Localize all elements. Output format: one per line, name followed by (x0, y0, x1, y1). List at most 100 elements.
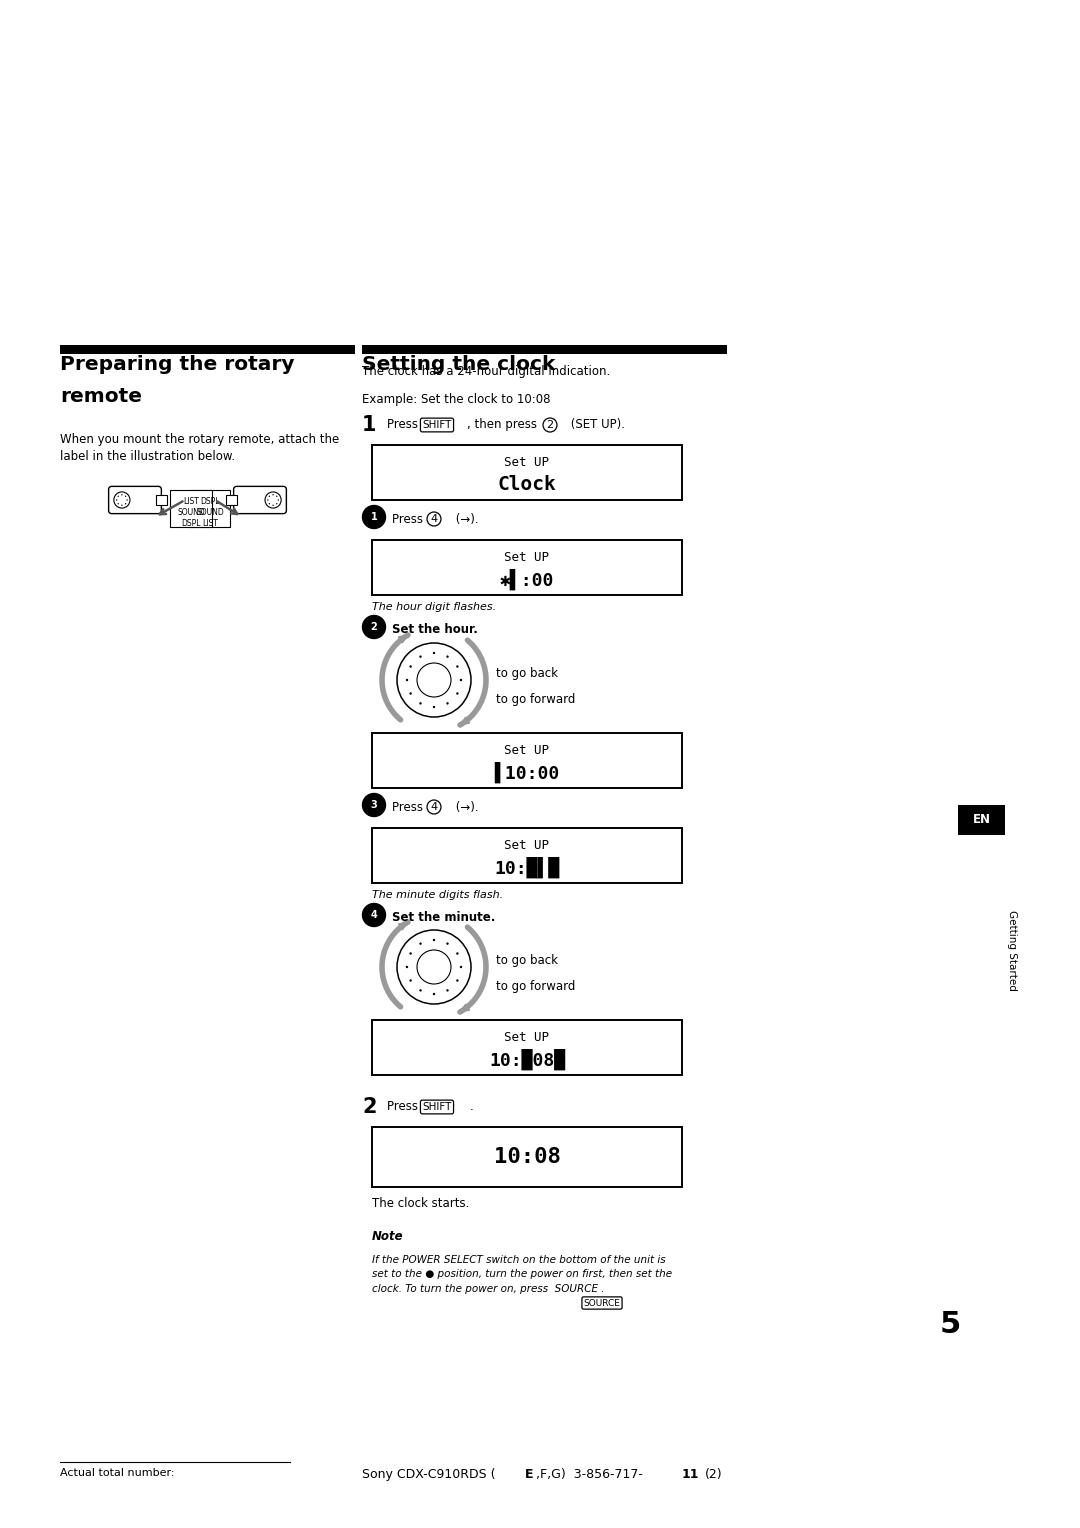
Text: to go forward: to go forward (496, 979, 576, 993)
FancyBboxPatch shape (109, 486, 161, 513)
Text: 2: 2 (370, 622, 377, 633)
Text: SOUND: SOUND (177, 507, 205, 516)
Text: LIST: LIST (202, 520, 218, 529)
Text: 1: 1 (362, 416, 377, 435)
Text: DSPL: DSPL (200, 497, 219, 506)
Bar (157, 495, 166, 506)
Text: 3: 3 (370, 801, 377, 810)
Text: The clock has a 24-hour digital indication.: The clock has a 24-hour digital indicati… (362, 365, 610, 377)
Text: LIST: LIST (184, 497, 199, 506)
Text: 4: 4 (431, 802, 437, 811)
Circle shape (419, 656, 421, 659)
Text: SHIFT: SHIFT (422, 1102, 451, 1112)
Circle shape (456, 979, 459, 981)
Circle shape (363, 903, 386, 926)
Text: Sony CDX-C910RDS (: Sony CDX-C910RDS ( (362, 1468, 496, 1481)
Text: Set UP: Set UP (504, 552, 550, 564)
Text: Press: Press (387, 1100, 422, 1112)
Text: 11: 11 (681, 1468, 700, 1481)
Circle shape (409, 952, 411, 955)
Text: The hour digit flashes.: The hour digit flashes. (372, 602, 496, 613)
Text: Set UP: Set UP (504, 1031, 550, 1044)
Circle shape (433, 652, 435, 654)
FancyBboxPatch shape (372, 1021, 681, 1076)
Text: SOUND: SOUND (197, 507, 224, 516)
Text: 4: 4 (370, 911, 377, 920)
Text: DSPL: DSPL (181, 520, 201, 529)
Bar (227, 495, 237, 506)
Circle shape (433, 938, 435, 941)
Circle shape (363, 793, 386, 816)
Text: SOURCE: SOURCE (583, 1299, 620, 1308)
Circle shape (409, 665, 411, 668)
Circle shape (363, 616, 386, 639)
Text: Getting Started: Getting Started (1007, 909, 1017, 990)
Text: When you mount the rotary remote, attach the: When you mount the rotary remote, attach… (60, 432, 339, 446)
Text: Set the minute.: Set the minute. (392, 911, 496, 924)
Circle shape (460, 678, 462, 681)
Text: EN: EN (972, 813, 990, 827)
Text: ▌10:00: ▌10:00 (495, 762, 559, 784)
FancyBboxPatch shape (372, 445, 681, 500)
Text: 2: 2 (362, 1097, 377, 1117)
Bar (958, 805, 1005, 834)
Text: 4: 4 (431, 513, 437, 524)
Text: 5: 5 (940, 1309, 960, 1339)
FancyBboxPatch shape (233, 486, 286, 513)
Circle shape (446, 703, 448, 704)
Text: 2: 2 (546, 420, 554, 429)
Text: remote: remote (60, 387, 141, 406)
FancyBboxPatch shape (372, 733, 681, 788)
Circle shape (446, 989, 448, 992)
Text: Setting the clock: Setting the clock (362, 354, 555, 374)
Circle shape (456, 665, 459, 668)
Text: (SET UP).: (SET UP). (567, 419, 625, 431)
Circle shape (433, 993, 435, 995)
Text: SHIFT: SHIFT (422, 420, 451, 429)
FancyBboxPatch shape (372, 828, 681, 883)
Circle shape (406, 678, 408, 681)
Text: Press: Press (392, 513, 427, 526)
Circle shape (419, 943, 421, 944)
Circle shape (446, 656, 448, 659)
Text: If the POWER SELECT switch on the bottom of the unit is
set to the ● position, t: If the POWER SELECT switch on the bottom… (372, 1254, 672, 1294)
Circle shape (419, 703, 421, 704)
Text: Set UP: Set UP (504, 744, 550, 756)
Circle shape (409, 692, 411, 695)
Text: .: . (470, 1100, 474, 1112)
Circle shape (446, 943, 448, 944)
Text: Set the hour.: Set the hour. (392, 623, 477, 636)
Text: Preparing the rotary: Preparing the rotary (60, 354, 295, 374)
Text: Actual total number:: Actual total number: (60, 1468, 175, 1478)
Text: Example: Set the clock to 10:08: Example: Set the clock to 10:08 (362, 393, 551, 406)
Text: 10:█08█: 10:█08█ (489, 1048, 565, 1070)
Text: E: E (525, 1468, 534, 1481)
Text: Set UP: Set UP (504, 839, 550, 853)
Text: to go forward: to go forward (496, 694, 576, 706)
Text: ,F,G)  3-856-717-: ,F,G) 3-856-717- (536, 1468, 643, 1481)
FancyBboxPatch shape (372, 539, 681, 594)
Text: 10:08: 10:08 (494, 1148, 561, 1167)
Text: Press: Press (392, 801, 427, 814)
Circle shape (460, 966, 462, 969)
Circle shape (409, 979, 411, 981)
Text: to go back: to go back (496, 953, 558, 967)
Text: (2): (2) (705, 1468, 723, 1481)
FancyBboxPatch shape (188, 490, 230, 527)
Text: (→).: (→). (453, 801, 478, 814)
Text: ✱▌:00: ✱▌:00 (500, 568, 554, 590)
Circle shape (433, 706, 435, 707)
Text: 1: 1 (370, 512, 377, 523)
Text: The clock starts.: The clock starts. (372, 1196, 470, 1210)
Circle shape (363, 506, 386, 529)
Bar (362, 345, 727, 353)
Text: 10:█▌█: 10:█▌█ (495, 857, 559, 879)
Text: Set UP: Set UP (504, 455, 550, 469)
Circle shape (419, 989, 421, 992)
FancyBboxPatch shape (170, 490, 212, 527)
Text: The minute digits flash.: The minute digits flash. (372, 889, 503, 900)
Text: Clock: Clock (498, 475, 556, 494)
Circle shape (456, 952, 459, 955)
Circle shape (456, 692, 459, 695)
Text: , then press: , then press (467, 419, 541, 431)
